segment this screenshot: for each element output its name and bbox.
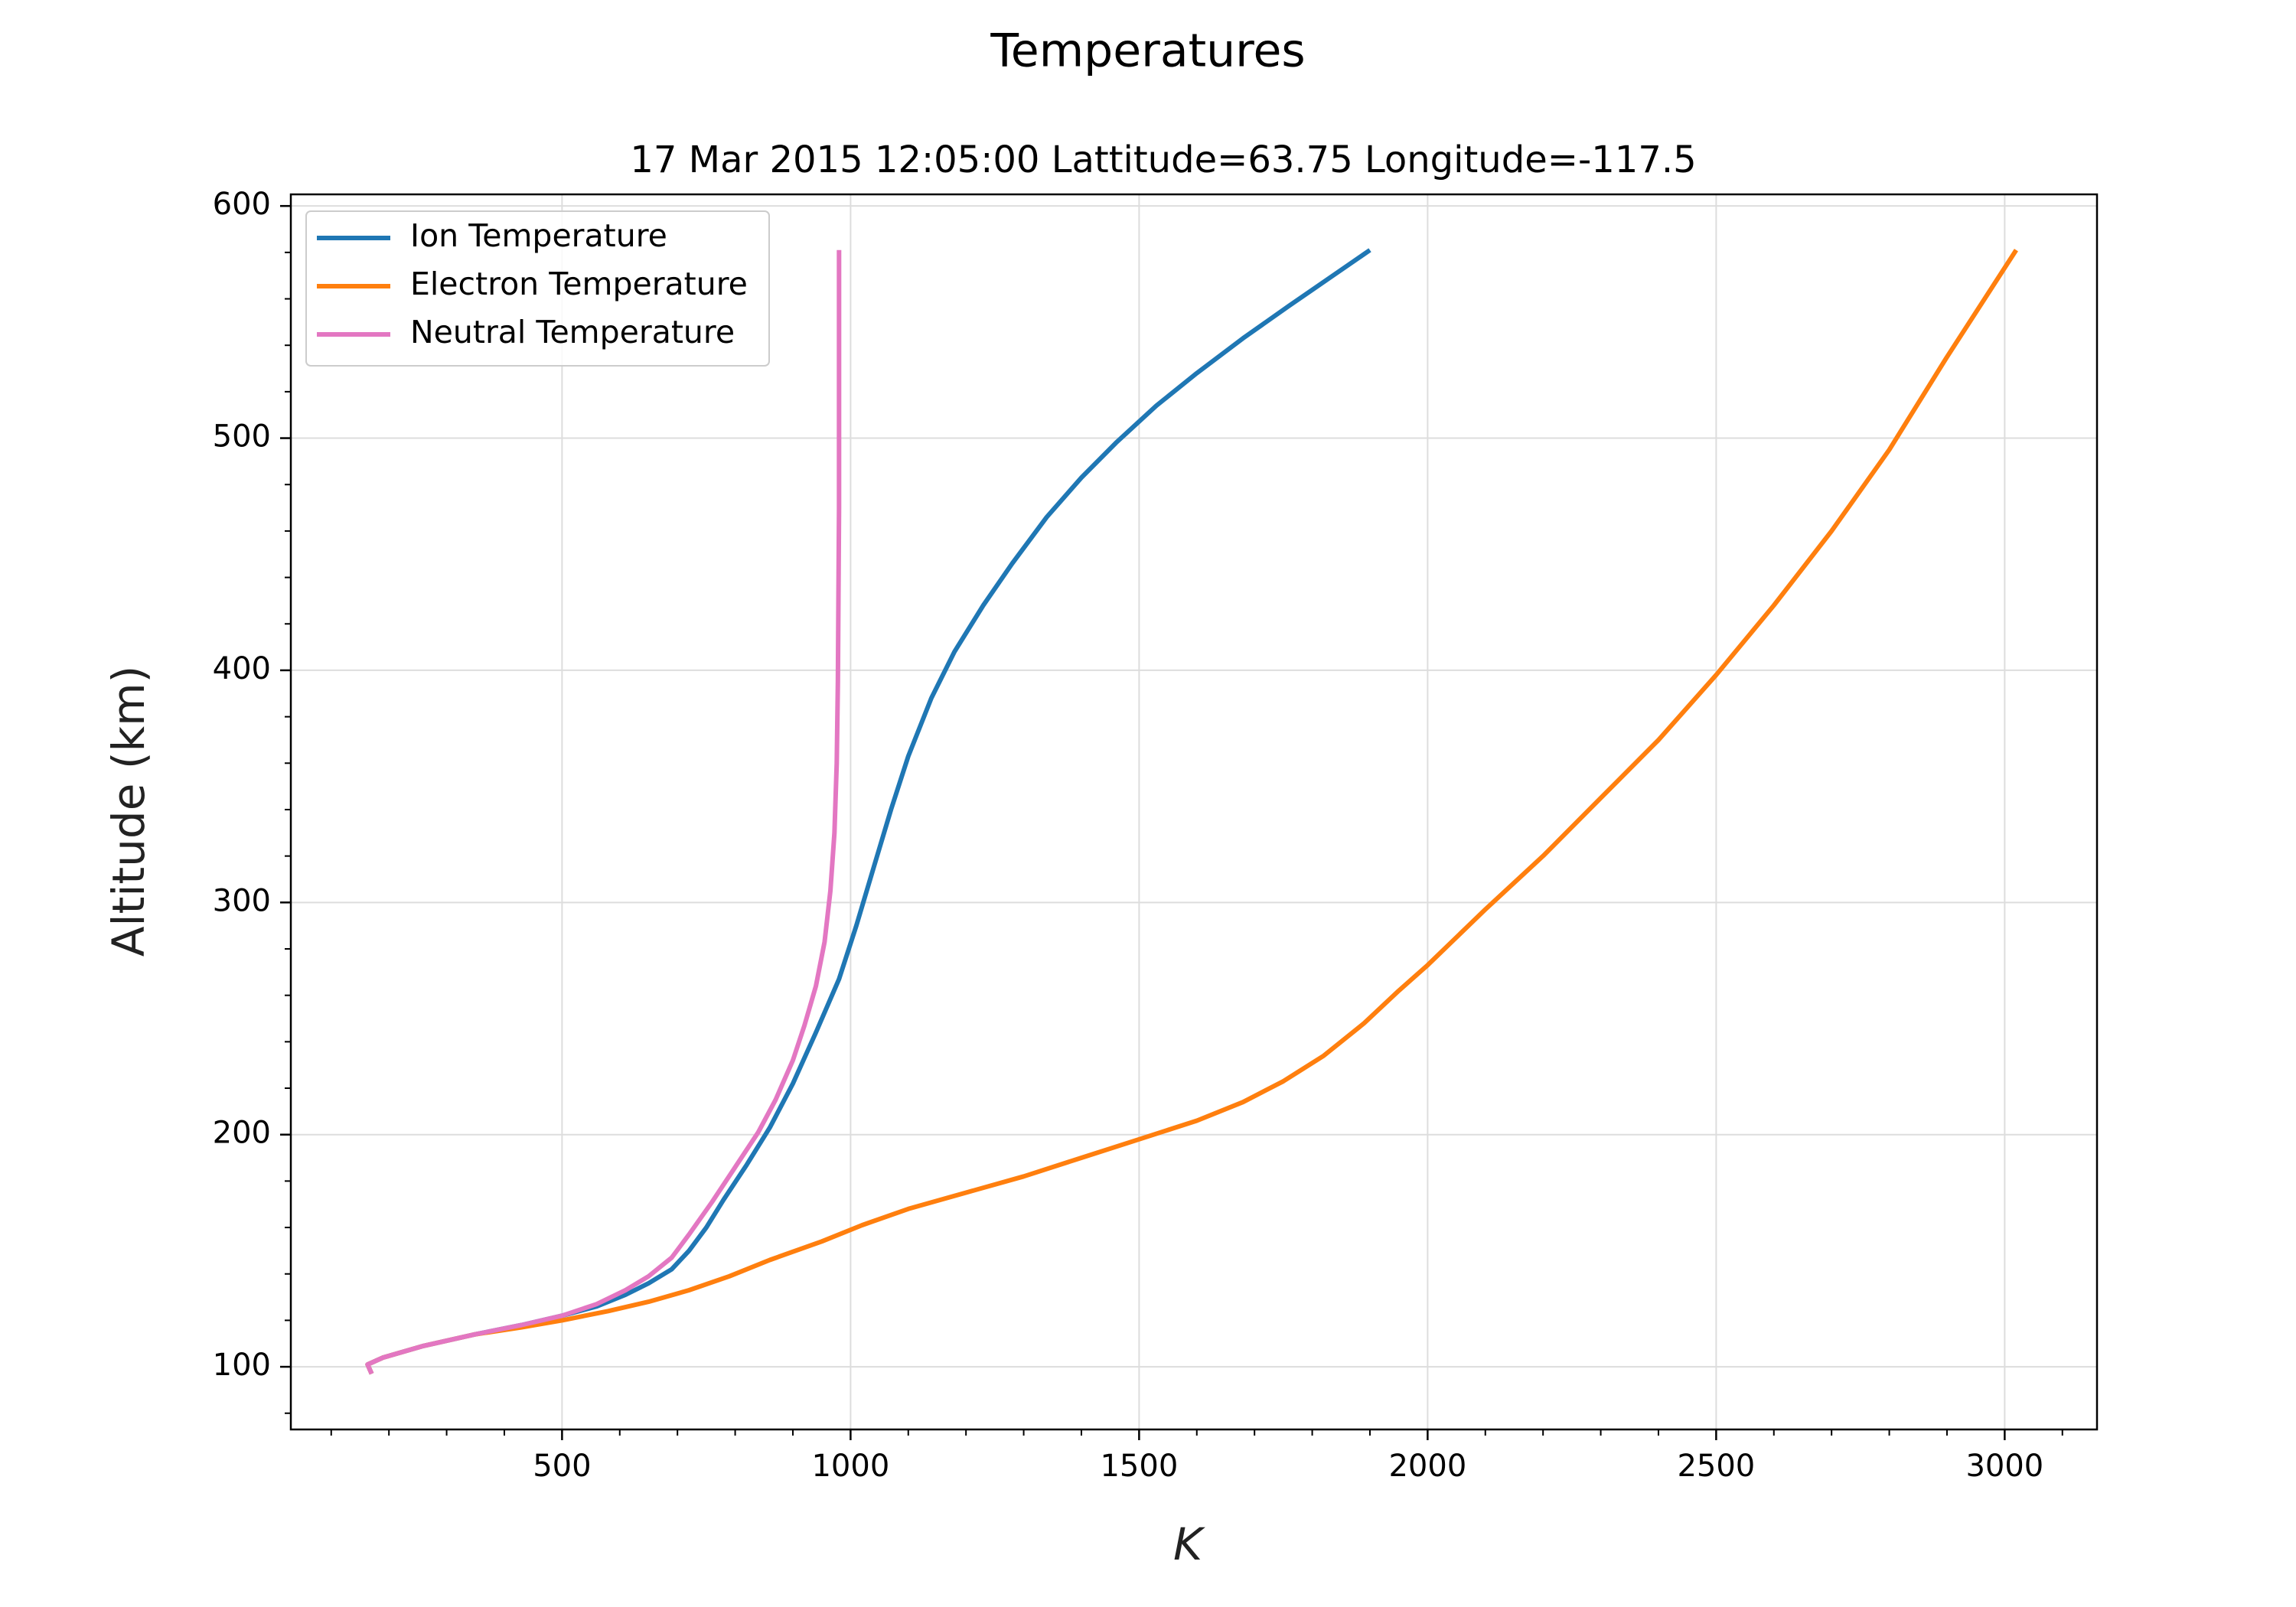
grid-lines — [291, 194, 2097, 1429]
y-tick-label: 500 — [213, 419, 271, 455]
series-lines — [365, 248, 2018, 1375]
x-axis-label: K — [1173, 1518, 1205, 1570]
x-tick-label: 3000 — [1965, 1449, 2043, 1484]
legend-label-electron-temperature: Electron Temperature — [410, 266, 748, 302]
legend: Ion Temperature Electron Temperature Neu… — [305, 210, 770, 367]
x-tick-label: 1000 — [811, 1449, 889, 1484]
axis-ticks: 500 1000 1500 2000 2500 3000 100 200 300 400 500 60… — [213, 187, 2063, 1484]
y-tick-label: 600 — [213, 187, 271, 222]
chart-title: Temperatures — [990, 24, 1305, 78]
legend-label-ion-temperature: Ion Temperature — [410, 217, 667, 254]
legend-box — [305, 210, 770, 367]
x-tick-label: 1500 — [1100, 1449, 1178, 1484]
y-tick-label: 100 — [213, 1348, 271, 1383]
axes-frame — [289, 193, 2099, 1431]
y-axis-label: Altitude (km) — [103, 666, 155, 957]
y-tick-label: 200 — [213, 1116, 271, 1151]
y-tick-label: 400 — [213, 651, 271, 686]
chart-subtitle: 17 Mar 2015 12:05:00 Lattitude=63.75 Lon… — [630, 139, 1696, 181]
series-line-ion-temperature — [365, 248, 1371, 1375]
x-tick-label: 2000 — [1388, 1449, 1466, 1484]
x-tick-label: 2500 — [1677, 1449, 1755, 1484]
x-tick-label: 500 — [533, 1449, 591, 1484]
series-line-electron-temperature — [365, 249, 2018, 1375]
series-line-neutral-temperature — [365, 249, 842, 1375]
legend-label-neutral-temperature: Neutral Temperature — [410, 314, 735, 350]
y-tick-label: 300 — [213, 883, 271, 918]
